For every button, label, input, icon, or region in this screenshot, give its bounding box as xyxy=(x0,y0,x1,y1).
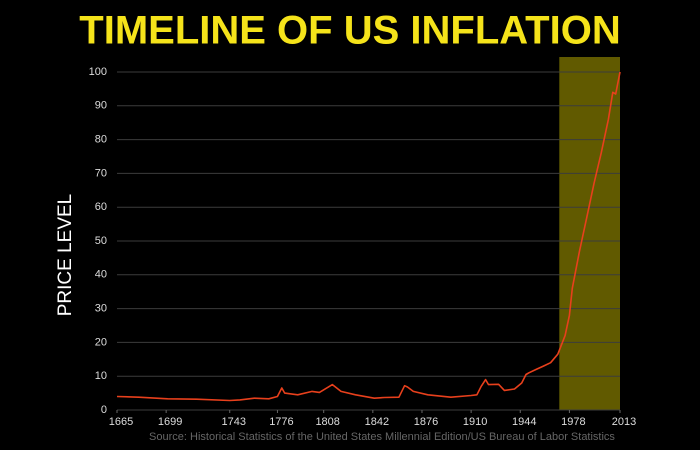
y-tick-label: 40 xyxy=(95,269,107,281)
y-tick-label: 20 xyxy=(95,336,107,348)
y-tick-label: 60 xyxy=(95,201,107,213)
x-tick-label: 1910 xyxy=(463,416,487,428)
y-axis-label: PRICE LEVEL xyxy=(55,194,76,317)
x-tick-label: 1978 xyxy=(561,416,585,428)
x-tick-label: 1743 xyxy=(221,416,245,428)
y-tick-label: 70 xyxy=(95,167,107,179)
x-tick-label: 1876 xyxy=(414,416,438,428)
y-tick-label: 80 xyxy=(95,134,107,146)
x-tick-label: 1776 xyxy=(269,416,293,428)
x-tick-label: 1842 xyxy=(365,416,389,428)
y-tick-label: 0 xyxy=(101,404,107,416)
x-tick-label: 2013 xyxy=(612,416,636,428)
source-note: Source: Historical Statistics of the Uni… xyxy=(149,431,615,443)
y-tick-label: 10 xyxy=(95,370,107,382)
chart-title: TIMELINE OF US INFLATION xyxy=(79,9,620,53)
x-tick-label: 1944 xyxy=(512,416,536,428)
x-tick-label: 1699 xyxy=(158,416,182,428)
x-tick-label: 1808 xyxy=(315,416,339,428)
y-tick-label: 100 xyxy=(89,66,107,78)
highlight-band xyxy=(559,57,620,410)
price-line xyxy=(116,71,621,402)
y-tick-label: 50 xyxy=(95,235,107,247)
y-tick-label: 30 xyxy=(95,303,107,315)
x-tick-label: 1665 xyxy=(109,416,133,428)
y-tick-label: 90 xyxy=(95,100,107,112)
